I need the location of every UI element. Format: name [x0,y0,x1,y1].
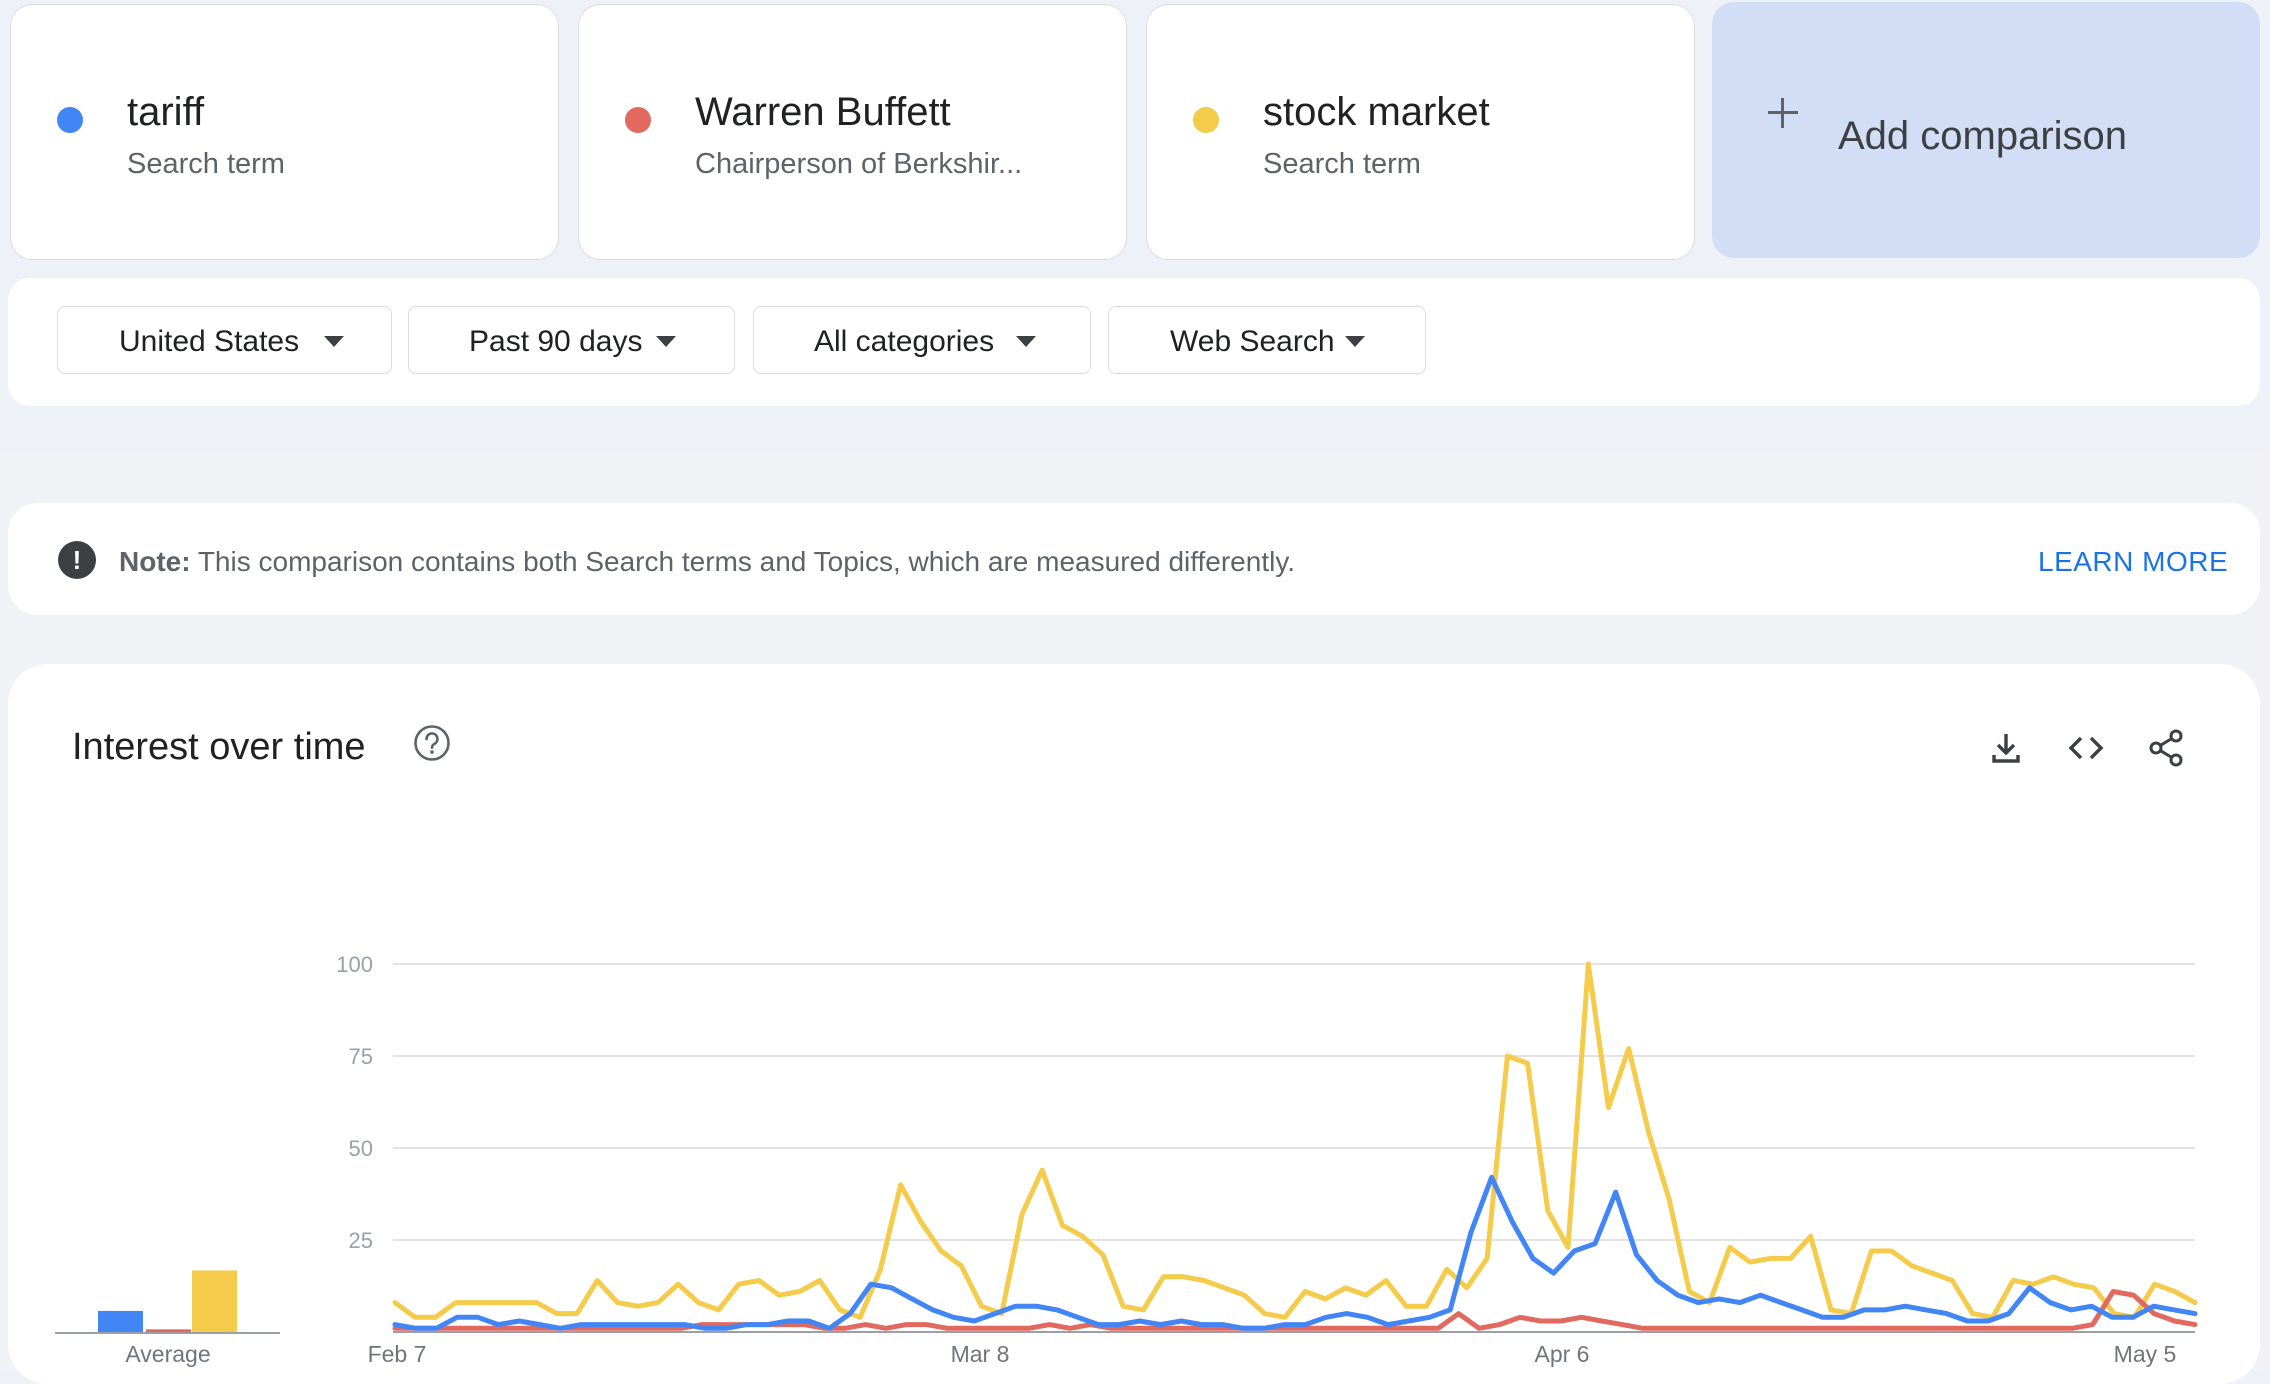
search-type-dropdown-label: Web Search [1170,325,1335,358]
chart-title: Interest over time [72,726,366,768]
term-subtitle: Chairperson of Berkshir... [695,148,1023,180]
filter-bar: United States Past 90 days All categorie… [8,278,2260,406]
color-dot-icon [1193,107,1219,133]
region-dropdown[interactable]: United States [57,306,392,374]
category-dropdown[interactable]: All categories [753,306,1091,374]
term-name: stock market [1263,90,1490,134]
exclamation-icon: ! [58,541,96,579]
interest-over-time-card: Interest over time [8,664,2260,1384]
time-range-dropdown[interactable]: Past 90 days [408,306,735,374]
comparison-note: ! Note: This comparison contains both Se… [8,503,2260,615]
color-dot-icon [625,107,651,133]
add-comparison-button[interactable]: Add comparison [1712,2,2260,258]
term-subtitle: Search term [127,148,285,180]
caret-down-icon [1345,336,1365,347]
share-icon[interactable] [2146,728,2186,768]
add-comparison-label: Add comparison [1838,114,2128,158]
term-card-warren-buffett[interactable]: Warren Buffett Chairperson of Berkshir..… [578,4,1127,260]
region-dropdown-label: United States [119,325,300,358]
term-name: tariff [127,90,205,134]
term-subtitle: Search term [1263,148,1421,180]
note-bold-label: Note: [119,546,191,577]
note-text: Note: This comparison contains both Sear… [119,546,1295,578]
caret-down-icon [324,336,344,347]
search-type-dropdown[interactable]: Web Search [1108,306,1426,374]
term-card-stock-market[interactable]: stock market Search term [1146,4,1695,260]
color-dot-icon [57,107,83,133]
plus-icon [1768,98,1798,128]
time-range-dropdown-label: Past 90 days [469,325,643,358]
category-dropdown-label: All categories [814,325,995,358]
help-icon[interactable] [413,724,451,762]
note-body: This comparison contains both Search ter… [190,546,1296,577]
term-name: Warren Buffett [695,90,951,134]
caret-down-icon [656,336,676,347]
caret-down-icon [1016,336,1036,347]
learn-more-link[interactable]: LEARN MORE [2038,546,2229,577]
embed-code-icon[interactable] [2066,728,2106,768]
download-icon[interactable] [1986,728,2026,768]
term-card-tariff[interactable]: tariff Search term [10,4,559,260]
